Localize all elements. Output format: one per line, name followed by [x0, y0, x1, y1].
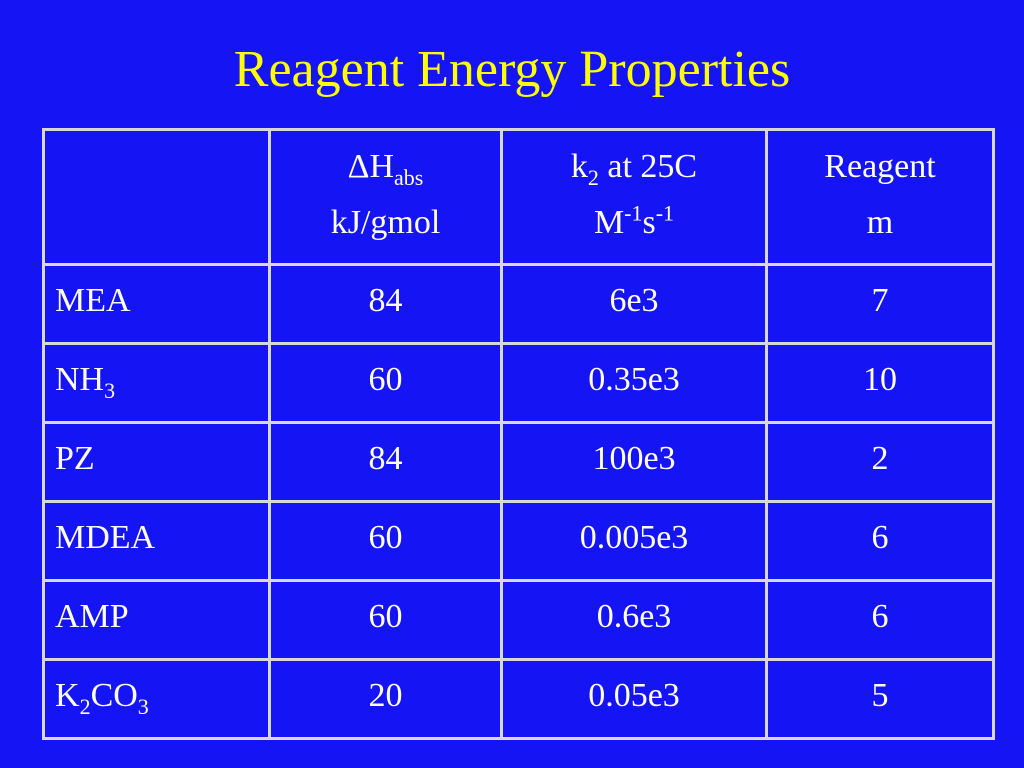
header-cell	[42, 128, 271, 266]
header-line: Reagent	[778, 139, 982, 195]
subscript: abs	[394, 164, 424, 190]
cell: 84	[268, 421, 503, 503]
row-name: MEA	[42, 263, 271, 345]
header-row: ΔHabs kJ/gmol k2 at 25C M-1s-1 Reagent m	[42, 128, 995, 266]
row-name: K2CO3	[42, 658, 271, 740]
text: at 25C	[598, 148, 698, 185]
text: PZ	[55, 440, 95, 477]
text: m	[866, 204, 894, 241]
subscript: 3	[137, 693, 149, 719]
text: Reagent	[824, 148, 936, 185]
text: NH	[55, 361, 105, 398]
subscript: 2	[79, 693, 91, 719]
subscript: 3	[104, 377, 116, 403]
superscript: -1	[624, 200, 643, 226]
cell: 0.05e3	[500, 658, 768, 740]
cell: 7	[765, 263, 995, 345]
cell: 60	[268, 579, 503, 661]
slide-title: Reagent Energy Properties	[233, 41, 791, 98]
table-row: PZ 84 100e3 2	[42, 421, 995, 503]
row-name: PZ	[42, 421, 271, 503]
table-row: K2CO3 20 0.05e3 5	[42, 658, 995, 740]
text: k	[570, 148, 588, 185]
cell: 5	[765, 658, 995, 740]
header-line: m	[778, 195, 982, 251]
table-row: MEA 84 6e3 7	[42, 263, 995, 345]
table-row: AMP 60 0.6e3 6	[42, 579, 995, 661]
cell: 0.35e3	[500, 342, 768, 424]
text: MDEA	[55, 519, 156, 556]
row-name: AMP	[42, 579, 271, 661]
cell: 84	[268, 263, 503, 345]
header-line: ΔHabs	[281, 139, 490, 195]
table-row: MDEA 60 0.005e3 6	[42, 500, 995, 582]
header-line: M-1s-1	[513, 195, 755, 251]
text: s	[642, 204, 656, 241]
cell: 2	[765, 421, 995, 503]
text: MEA	[55, 282, 131, 319]
header-line: kJ/gmol	[281, 195, 490, 251]
table-row: NH3 60 0.35e3 10	[42, 342, 995, 424]
cell: 0.005e3	[500, 500, 768, 582]
superscript: -1	[655, 200, 675, 226]
cell: 60	[268, 342, 503, 424]
subscript: 2	[587, 164, 599, 190]
cell: 10	[765, 342, 995, 424]
header-cell: Reagent m	[765, 128, 995, 266]
cell: 0.6e3	[500, 579, 768, 661]
row-name: MDEA	[42, 500, 271, 582]
cell: 20	[268, 658, 503, 740]
cell: 60	[268, 500, 503, 582]
text: ΔH	[347, 148, 395, 185]
header-cell: k2 at 25C M-1s-1	[500, 128, 768, 266]
cell: 6e3	[500, 263, 768, 345]
cell: 6	[765, 500, 995, 582]
text: M	[593, 204, 625, 241]
row-name: NH3	[42, 342, 271, 424]
text: CO	[90, 677, 138, 714]
cell: 6	[765, 579, 995, 661]
header-cell: ΔHabs kJ/gmol	[268, 128, 503, 266]
text: kJ/gmol	[330, 204, 441, 241]
cell: 100e3	[500, 421, 768, 503]
table: ΔHabs kJ/gmol k2 at 25C M-1s-1 Reagent m MEA 84…	[42, 128, 995, 740]
header-line: k2 at 25C	[513, 139, 755, 195]
text: K	[55, 677, 80, 714]
text: AMP	[55, 598, 129, 635]
